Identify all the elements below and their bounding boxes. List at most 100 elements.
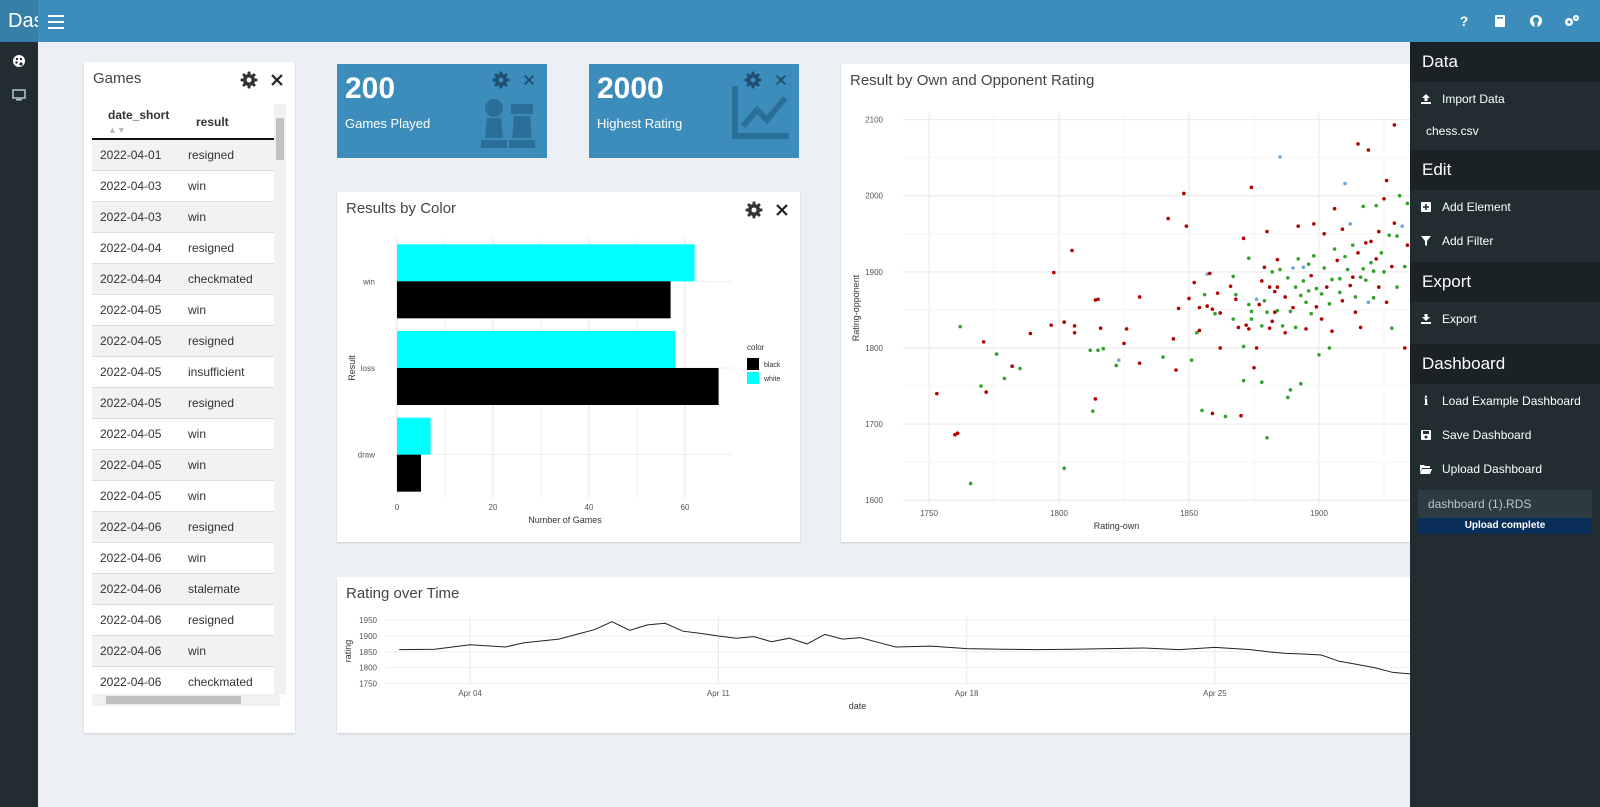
data-point xyxy=(1280,324,1285,328)
palette-icon[interactable] xyxy=(0,44,38,78)
data-point xyxy=(1288,309,1293,314)
github-icon[interactable] xyxy=(1518,14,1554,28)
table-vertical-scrollbar[interactable] xyxy=(274,104,286,694)
highest-rating-value: 2000 xyxy=(597,72,664,105)
data-point xyxy=(1265,435,1269,440)
data-point xyxy=(1265,229,1269,234)
table-row[interactable]: 2022-04-03 win xyxy=(92,171,281,202)
app-brand[interactable]: Das xyxy=(0,0,38,42)
cell-result: win xyxy=(188,303,207,317)
cell-date: 2022-04-04 xyxy=(100,241,162,255)
data-point xyxy=(1366,148,1371,152)
data-point xyxy=(1338,290,1342,295)
table-row[interactable]: 2022-04-05 win xyxy=(92,419,281,450)
data-point xyxy=(1052,270,1056,275)
y-tick-label: 1850 xyxy=(359,648,377,657)
data-point xyxy=(1301,265,1306,270)
data-point xyxy=(1309,311,1313,316)
table-row[interactable]: 2022-04-05 resigned xyxy=(92,326,281,357)
data-point xyxy=(1228,284,1233,289)
data-point xyxy=(1231,317,1235,321)
table-horizontal-scrollbar[interactable] xyxy=(92,694,280,706)
table-row[interactable]: 2022-04-05 win xyxy=(92,450,281,481)
data-point xyxy=(1317,353,1321,357)
table-row[interactable]: 2022-04-05 win xyxy=(92,295,281,326)
y-tick-label: loss xyxy=(361,364,375,373)
data-point xyxy=(1189,358,1194,362)
data-point xyxy=(1210,411,1215,416)
close-icon[interactable] xyxy=(267,70,287,90)
column-header-date[interactable]: date_short ▲▼ xyxy=(108,108,170,135)
data-point xyxy=(1171,337,1176,341)
import-data-button[interactable]: Import Data xyxy=(1410,82,1600,116)
close-icon[interactable] xyxy=(772,200,792,220)
data-point xyxy=(1254,297,1259,302)
menu-toggle-icon[interactable] xyxy=(48,11,64,31)
upload-file-name[interactable]: dashboard (1).RDS xyxy=(1418,490,1592,518)
data-point xyxy=(1348,222,1352,226)
data-point xyxy=(1262,298,1267,303)
data-point xyxy=(1358,325,1363,330)
save-dashboard-button[interactable]: Save Dashboard xyxy=(1410,418,1600,452)
data-point xyxy=(1304,327,1308,331)
table-row[interactable]: 2022-04-03 win xyxy=(92,202,281,233)
data-point xyxy=(1234,292,1238,297)
data-point xyxy=(1358,275,1363,279)
table-row[interactable]: 2022-04-05 insufficient xyxy=(92,357,281,388)
data-point xyxy=(1124,327,1129,331)
gears-icon[interactable] xyxy=(1554,14,1590,28)
gear-icon[interactable] xyxy=(491,70,511,90)
data-point xyxy=(1377,285,1381,289)
display-icon[interactable] xyxy=(0,78,38,112)
data-point xyxy=(1270,319,1274,324)
gear-icon[interactable] xyxy=(239,70,259,90)
table-row[interactable]: 2022-04-04 checkmated xyxy=(92,264,281,295)
data-point xyxy=(968,481,973,486)
data-point xyxy=(1231,274,1235,279)
cell-result: win xyxy=(188,458,207,472)
data-point xyxy=(1062,320,1066,324)
top-navbar: Das ? xyxy=(0,0,1600,42)
help-icon[interactable]: ? xyxy=(1459,13,1469,29)
table-row[interactable]: 2022-04-06 win xyxy=(92,543,281,574)
cell-result: insufficient xyxy=(188,365,245,379)
gear-icon[interactable] xyxy=(743,70,763,90)
add-filter-button[interactable]: Add Filter xyxy=(1410,224,1600,258)
table-row[interactable]: 2022-04-05 resigned xyxy=(92,388,281,419)
upload-dashboard-button[interactable]: Upload Dashboard xyxy=(1410,452,1600,486)
gear-icon[interactable] xyxy=(744,200,764,220)
data-point xyxy=(1340,227,1345,232)
data-point xyxy=(1088,348,1092,353)
cell-result: resigned xyxy=(188,520,235,534)
data-point xyxy=(1028,331,1033,336)
table-row[interactable]: 2022-04-01 resigned xyxy=(92,140,281,171)
data-point xyxy=(1091,409,1095,413)
add-element-button[interactable]: Add Element xyxy=(1410,190,1600,224)
table-row[interactable]: 2022-04-06 stalemate xyxy=(92,574,281,605)
table-row[interactable]: 2022-04-06 resigned xyxy=(92,605,281,636)
scrollbar-thumb[interactable] xyxy=(106,696,241,704)
data-point xyxy=(1356,142,1360,146)
data-point xyxy=(1403,346,1407,350)
export-button[interactable]: Export xyxy=(1410,302,1600,336)
rating-line xyxy=(399,621,1410,675)
table-row[interactable]: 2022-04-05 win xyxy=(92,481,281,512)
data-point xyxy=(1395,285,1399,289)
book-icon[interactable] xyxy=(1482,14,1518,28)
close-icon[interactable] xyxy=(771,70,791,90)
close-icon[interactable] xyxy=(519,70,539,90)
data-point xyxy=(1392,123,1397,127)
y-tick-label: 1900 xyxy=(359,632,377,641)
data-point xyxy=(1314,305,1319,309)
data-point xyxy=(1322,231,1326,236)
load-example-dashboard-button[interactable]: i Load Example Dashboard xyxy=(1410,384,1600,418)
legend-label: black xyxy=(764,362,781,369)
scrollbar-thumb[interactable] xyxy=(276,118,284,160)
data-point xyxy=(1137,295,1142,299)
table-row[interactable]: 2022-04-06 win xyxy=(92,636,281,667)
data-point xyxy=(1382,196,1386,201)
column-header-result[interactable]: result xyxy=(196,115,229,129)
table-row[interactable]: 2022-04-04 resigned xyxy=(92,233,281,264)
games-played-label: Games Played xyxy=(345,116,431,131)
table-row[interactable]: 2022-04-06 resigned xyxy=(92,512,281,543)
